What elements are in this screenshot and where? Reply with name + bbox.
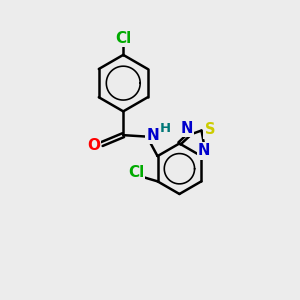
Text: Cl: Cl: [115, 31, 131, 46]
Text: N: N: [147, 128, 159, 142]
Text: H: H: [160, 122, 171, 135]
Text: N: N: [181, 121, 193, 136]
Text: O: O: [87, 138, 100, 153]
Text: N: N: [198, 143, 210, 158]
Text: Cl: Cl: [128, 165, 144, 180]
Text: S: S: [205, 122, 215, 137]
